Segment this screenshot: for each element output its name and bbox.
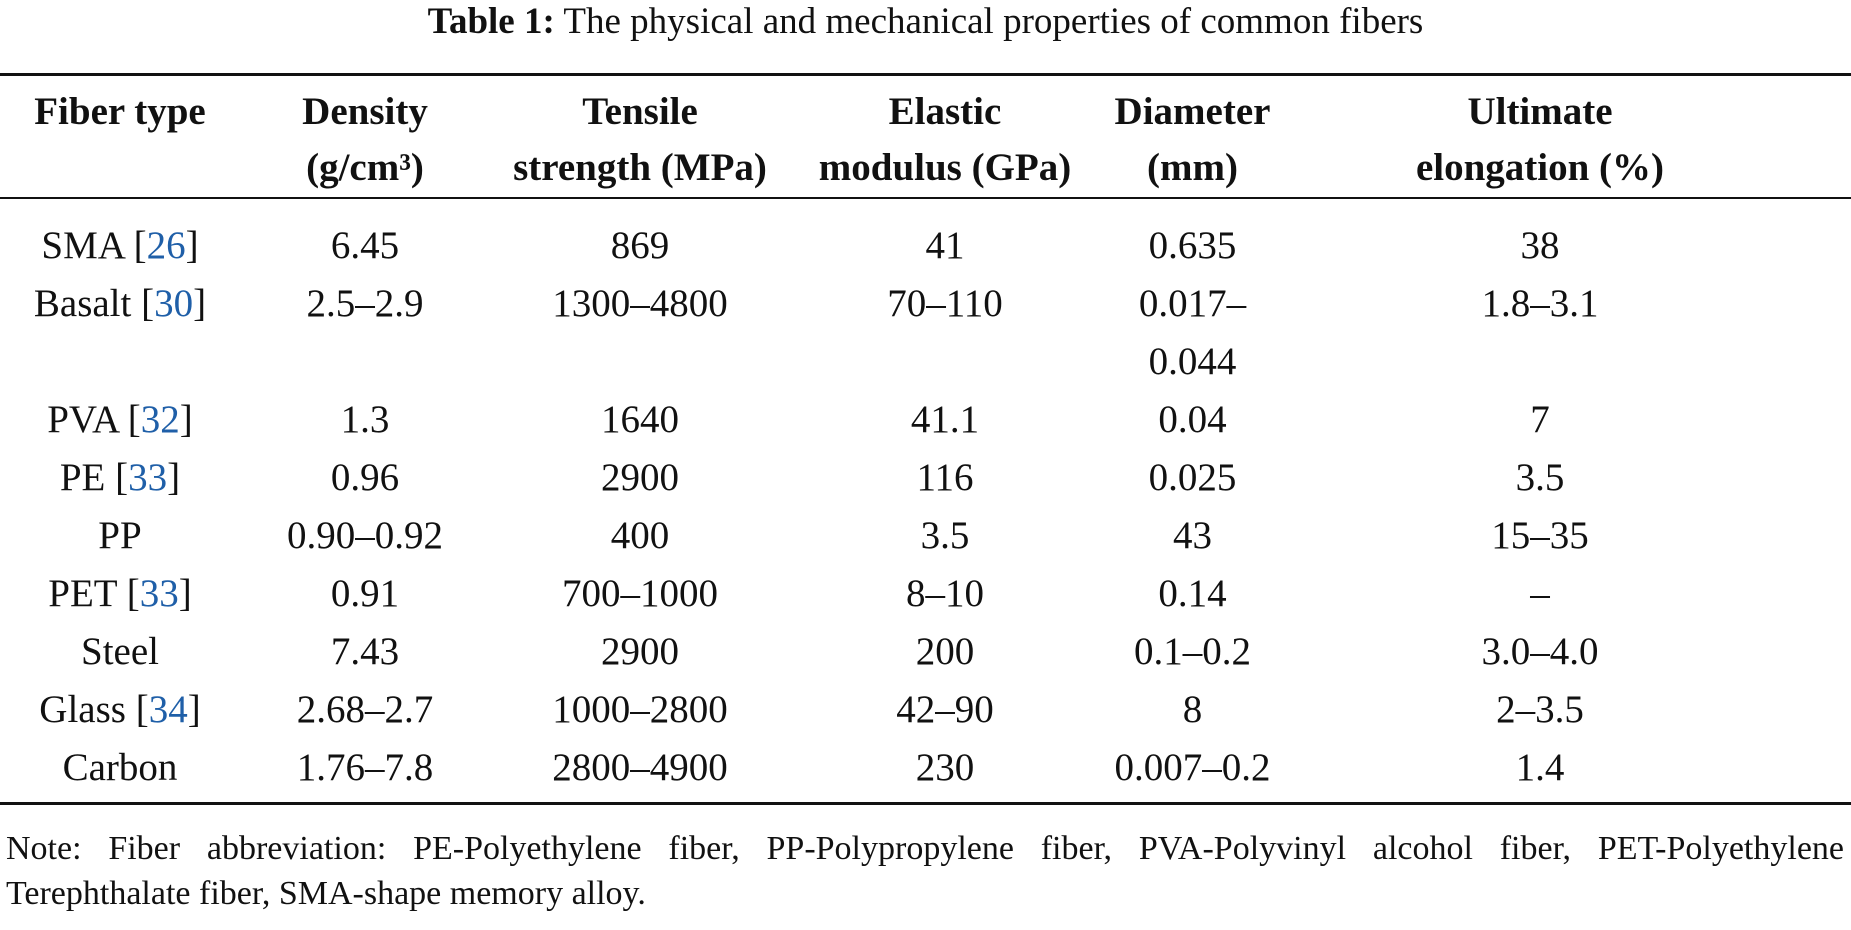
cell-density: 2.5–2.9 (270, 282, 460, 326)
fiber-name: Carbon (63, 746, 178, 789)
citation-link[interactable]: 34 (149, 688, 188, 731)
fiber-name: PP (98, 514, 141, 557)
diameter-line-2: 0.044 (1090, 340, 1295, 384)
cell-modulus: 8–10 (800, 572, 1090, 616)
caption-label: Table 1: (428, 1, 555, 42)
cell-density: 1.76–7.8 (270, 746, 460, 790)
cell-modulus: 116 (800, 456, 1090, 500)
cell-diameter: 0.1–0.2 (1090, 630, 1295, 674)
fiber-name: PVA (47, 398, 118, 441)
cell-diameter: 0.025 (1090, 456, 1295, 500)
cell-modulus: 200 (800, 630, 1090, 674)
fiber-name: PE (60, 456, 106, 499)
cell-diameter: 43 (1090, 514, 1295, 558)
header-tensile-strength: Tensile strength (MPa) (490, 84, 790, 196)
cell-density: 0.90–0.92 (270, 514, 460, 558)
header-fiber-type: Fiber type (0, 84, 240, 140)
cell-tensile: 2800–4900 (490, 746, 790, 790)
cell-density: 7.43 (270, 630, 460, 674)
table-caption: Table 1: The physical and mechanical pro… (0, 0, 1851, 44)
cell-modulus: 3.5 (800, 514, 1090, 558)
cell-fiber-type: Basalt [30] (0, 282, 240, 326)
cell-diameter: 8 (1090, 688, 1295, 732)
bottom-rule (0, 802, 1851, 805)
header-ultimate-elongation: Ultimate elongation (%) (1355, 84, 1725, 196)
header-elastic-modulus: Elastic modulus (GPa) (800, 84, 1090, 196)
cell-modulus: 70–110 (800, 282, 1090, 326)
cell-modulus: 41 (800, 224, 1090, 268)
cell-fiber-type: PE [33] (0, 456, 240, 500)
cell-tensile: 2900 (490, 630, 790, 674)
cell-fiber-type: Steel (0, 630, 240, 674)
cell-fiber-type: PET [33] (0, 572, 240, 616)
table-note: Note: Fiber abbreviation: PE-Polyethylen… (6, 826, 1844, 916)
cell-diameter: 0.007–0.2 (1090, 746, 1295, 790)
caption-text: The physical and mechanical properties o… (563, 1, 1423, 42)
fiber-name: Glass (39, 688, 126, 731)
cell-modulus: 41.1 (800, 398, 1090, 442)
cell-elongation: 15–35 (1355, 514, 1725, 558)
cell-fiber-type: Carbon (0, 746, 240, 790)
citation-link[interactable]: 33 (128, 456, 167, 499)
citation-link[interactable]: 32 (141, 398, 180, 441)
cell-modulus: 42–90 (800, 688, 1090, 732)
cell-density: 6.45 (270, 224, 460, 268)
cell-tensile: 2900 (490, 456, 790, 500)
cell-tensile: 869 (490, 224, 790, 268)
cell-density: 0.91 (270, 572, 460, 616)
citation-link[interactable]: 30 (154, 282, 193, 325)
cell-modulus: 230 (800, 746, 1090, 790)
cell-elongation: 1.8–3.1 (1355, 282, 1725, 326)
cell-tensile: 700–1000 (490, 572, 790, 616)
cell-diameter: 0.017– 0.044 (1090, 282, 1295, 384)
header-rule (0, 197, 1851, 199)
cell-elongation: 1.4 (1355, 746, 1725, 790)
fiber-name: Steel (81, 630, 159, 673)
cell-elongation: 3.5 (1355, 456, 1725, 500)
cell-fiber-type: SMA [26] (0, 224, 240, 268)
header-density: Density (g/cm³) (270, 84, 460, 196)
cell-tensile: 1300–4800 (490, 282, 790, 326)
diameter-line-1: 0.017– (1090, 282, 1295, 326)
cell-elongation: 38 (1355, 224, 1725, 268)
cell-density: 1.3 (270, 398, 460, 442)
cell-elongation: 2–3.5 (1355, 688, 1725, 732)
cell-diameter: 0.14 (1090, 572, 1295, 616)
cell-tensile: 1640 (490, 398, 790, 442)
cell-elongation: – (1355, 572, 1725, 616)
cell-tensile: 1000–2800 (490, 688, 790, 732)
header-diameter: Diameter (mm) (1090, 84, 1295, 196)
fiber-name: Basalt (34, 282, 131, 325)
cell-density: 0.96 (270, 456, 460, 500)
cell-density: 2.68–2.7 (270, 688, 460, 732)
cell-fiber-type: Glass [34] (0, 688, 240, 732)
cell-diameter: 0.635 (1090, 224, 1295, 268)
cell-elongation: 7 (1355, 398, 1725, 442)
fiber-name: SMA (41, 224, 123, 267)
fiber-name: PET (48, 572, 117, 615)
cell-tensile: 400 (490, 514, 790, 558)
citation-link[interactable]: 26 (147, 224, 186, 267)
cell-fiber-type: PVA [32] (0, 398, 240, 442)
cell-fiber-type: PP (0, 514, 240, 558)
cell-elongation: 3.0–4.0 (1355, 630, 1725, 674)
citation-link[interactable]: 33 (140, 572, 179, 615)
cell-diameter: 0.04 (1090, 398, 1295, 442)
top-rule (0, 73, 1851, 76)
